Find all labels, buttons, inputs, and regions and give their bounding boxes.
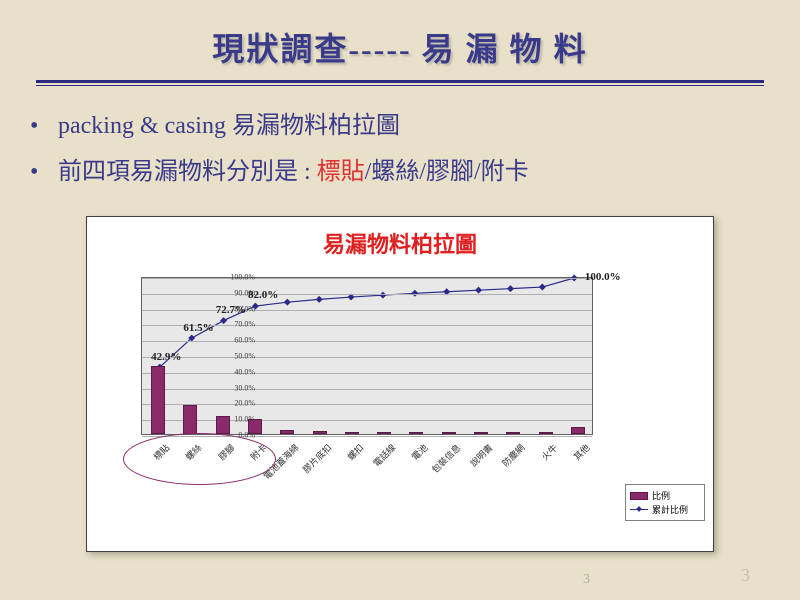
legend-bar-row: 比例 [630,489,700,502]
title-rule-thin [36,85,764,86]
cumulative-line [142,278,592,434]
bar [377,432,391,434]
highlight-ellipse [123,433,276,485]
gridline [142,294,592,295]
chart-legend: 比例 累計比例 [625,484,705,521]
bar [442,432,456,434]
gridline [142,404,592,405]
bullet-2-rest: /螺絲/膠腳/附卡 [365,159,529,185]
bar [345,432,359,434]
gridline [142,373,592,374]
y-tick-label: 70.0% [234,320,255,329]
page-number-inner: 3 [583,572,590,588]
bar [183,405,197,434]
data-label: 42.9% [151,351,181,363]
bar [216,416,230,434]
plot-area [141,277,593,435]
bullet-2-prefix: 前四項易漏物料分別是 : [58,159,317,185]
legend-line-row: 累計比例 [630,503,700,516]
bullet-1-rest: 易漏物料柏拉圖 [232,113,400,139]
y-tick-label: 50.0% [234,352,255,361]
title-rule-thick [36,80,764,83]
y-tick-label: 100.0% [230,273,255,282]
legend-line-label: 累計比例 [652,503,688,516]
bar [539,432,553,434]
gridline [142,310,592,311]
data-label: 72.7% [216,304,246,316]
gridline [142,341,592,342]
bar [409,432,423,434]
data-label: 61.5% [183,322,213,334]
y-tick-label: 20.0% [234,399,255,408]
pareto-chart: 易漏物料柏拉圖 比例 累計比例 0.0%10.0%20.0%30.0%40.0%… [86,216,714,552]
bar [151,366,165,434]
bullet-2-highlight: 標貼 [317,159,365,185]
legend-line-swatch [630,506,648,514]
data-label: 100.0% [585,271,621,283]
gridline [142,357,592,358]
bar [313,431,327,434]
bar [506,432,520,434]
slide-title: 現狀調查----- 易 漏 物 料 [0,24,800,70]
bullet-1: • packing & casing 易漏物料柏拉圖 [30,104,780,150]
y-tick-label: 30.0% [234,383,255,392]
data-label: 82.0% [248,289,278,301]
legend-bar-swatch [630,492,648,500]
chart-title: 易漏物料柏拉圖 [87,227,713,259]
bullet-2: • 前四項易漏物料分別是 : 標貼/螺絲/膠腳/附卡 [30,150,780,196]
bar [571,427,585,434]
bullet-list: • packing & casing 易漏物料柏拉圖 • 前四項易漏物料分別是 … [30,104,780,195]
gridline [142,389,592,390]
bar [280,430,294,434]
y-tick-label: 60.0% [234,336,255,345]
bullet-1-prefix: packing & casing [58,113,232,139]
y-tick-label: 10.0% [234,415,255,424]
bar [474,432,488,434]
gridline [142,278,592,279]
page-number-outer: 3 [741,565,750,586]
gridline [142,420,592,421]
y-tick-label: 40.0% [234,367,255,376]
legend-bar-label: 比例 [652,489,670,502]
